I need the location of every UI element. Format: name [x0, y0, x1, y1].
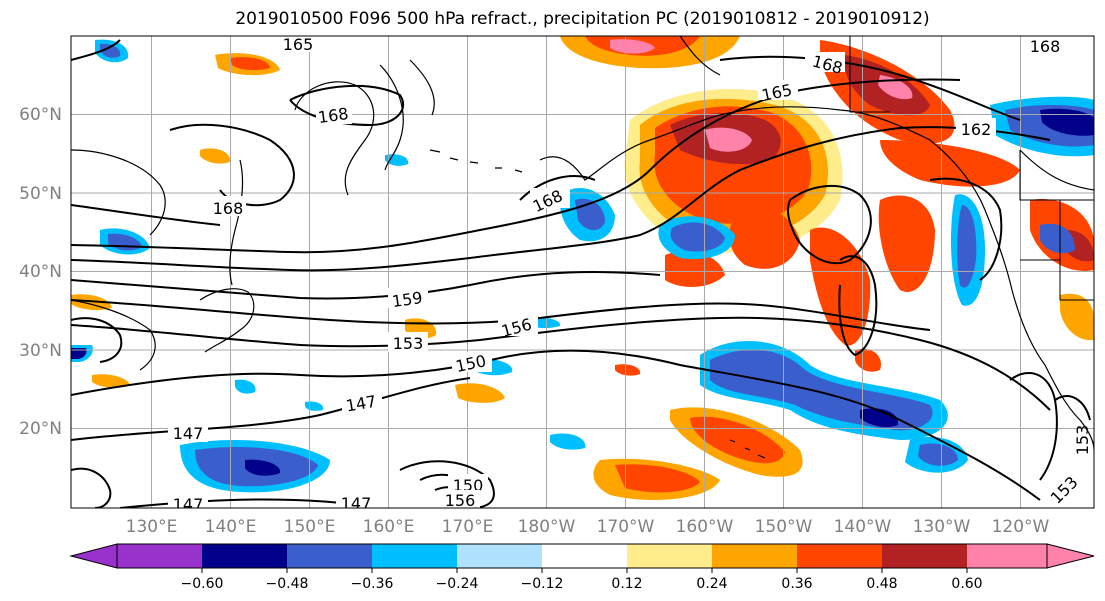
lon-label: 170°W [597, 517, 655, 537]
lon-label: 160°E [363, 517, 415, 537]
colorbar-tick-label: −0.36 [351, 576, 394, 592]
longitude-labels: 130°E 140°E 150°E 160°E 170°E 180°W 170°… [126, 517, 1050, 537]
contour-label: 159 [391, 288, 424, 311]
colorbar-extend-high [1046, 543, 1095, 569]
colorbar-segment [287, 544, 372, 568]
colorbar-tick-label: −0.12 [521, 576, 564, 592]
contour-label: 168 [317, 104, 350, 127]
lat-label: 20°N [19, 419, 62, 439]
colorbar-segment [967, 544, 1047, 568]
lon-label: 120°W [992, 517, 1050, 537]
colorbar: −0.60 −0.48 −0.36 −0.24 −0.12 0.12 0.24 … [69, 543, 1095, 592]
contour-label: 168 [1030, 37, 1061, 56]
lon-label: 150°W [755, 517, 813, 537]
contour-label: 156 [445, 491, 476, 510]
colorbar-segment [882, 544, 967, 568]
colorbar-segment [627, 544, 712, 568]
colorbar-segment [542, 544, 627, 568]
colorbar-segment [712, 544, 797, 568]
lat-label: 40°N [19, 262, 62, 282]
contour-label: 147 [341, 494, 372, 513]
lat-label: 30°N [19, 341, 62, 361]
colorbar-segment [372, 544, 457, 568]
lon-label: 130°E [126, 517, 178, 537]
colorbar-tick-label: −0.24 [436, 576, 479, 592]
colorbar-tick-label: 0.48 [866, 576, 897, 592]
contour-label: 168 [213, 199, 244, 218]
boundaries [849, 36, 1094, 301]
lon-label: 150°E [284, 517, 336, 537]
lon-label: 160°W [676, 517, 734, 537]
lon-label: 140°E [205, 517, 257, 537]
coastlines [71, 36, 1094, 459]
contour-labels: 165 168 168 168 168 165 168 162 159 156 … [168, 35, 1092, 514]
contour-label: 165 [283, 35, 314, 54]
lat-label: 60°N [19, 105, 62, 125]
contour-label: 162 [961, 120, 992, 139]
lon-label: 180°W [518, 517, 576, 537]
lon-label: 140°W [834, 517, 892, 537]
contour-label: 153 [1073, 425, 1092, 456]
colorbar-segment [457, 544, 542, 568]
contour-label: 147 [173, 495, 204, 514]
colorbar-tick-label: −0.48 [266, 576, 309, 592]
lat-label: 50°N [19, 184, 62, 204]
colorbar-tick-label: 0.12 [611, 576, 642, 592]
map-frame [70, 35, 1095, 509]
colorbar-tick-label: −0.60 [181, 576, 224, 592]
colorbar-segment [797, 544, 882, 568]
colorbar-extend-low [69, 543, 118, 569]
colorbar-tick-label: 0.24 [696, 576, 727, 592]
map-title: 2019010500 F096 500 hPa refract., precip… [235, 9, 930, 29]
colorbar-tick-label: 0.60 [951, 576, 982, 592]
colorbar-tick-label: 0.36 [781, 576, 812, 592]
colorbar-segment [202, 544, 287, 568]
colorbar-segment [117, 544, 202, 568]
contour-label: 153 [393, 334, 424, 353]
lon-label: 130°W [913, 517, 971, 537]
latitude-labels: 60°N 50°N 40°N 30°N 20°N [19, 105, 62, 439]
lon-label: 170°E [442, 517, 494, 537]
contour-label: 147 [173, 424, 204, 443]
